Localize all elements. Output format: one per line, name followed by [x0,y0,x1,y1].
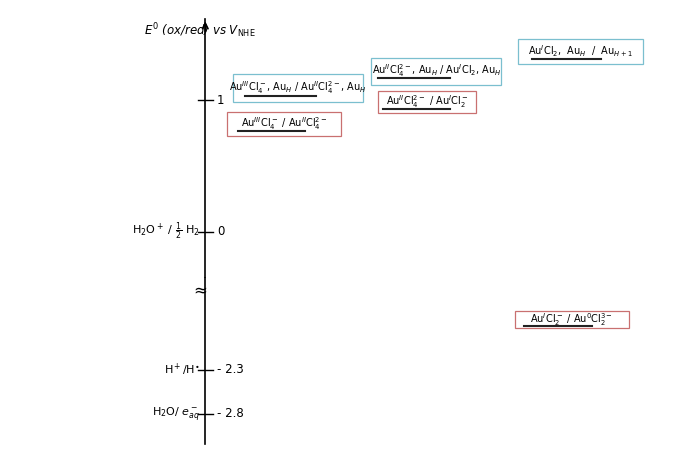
Text: Au$^{\mathit{II}}$Cl$_4^{2-}$, Au$_H$ / Au$^{\mathit{I}}$Cl$_2$, Au$_H$: Au$^{\mathit{II}}$Cl$_4^{2-}$, Au$_H$ / … [372,62,501,79]
Text: Au$^{\mathit{III}}$Cl$_4^-$ / Au$^{\mathit{II}}$Cl$_4^{2-}$: Au$^{\mathit{III}}$Cl$_4^-$ / Au$^{\math… [240,115,327,131]
Text: - 2.8: - 2.8 [217,407,244,420]
FancyBboxPatch shape [515,311,629,328]
Text: Au$^{\mathit{III}}$Cl$_4^-$, Au$_H$ / Au$^{\mathit{II}}$Cl$_4^{2-}$, Au$_H$: Au$^{\mathit{III}}$Cl$_4^-$, Au$_H$ / Au… [229,79,367,96]
Text: H$_2$O$^+$ / $\frac{1}{2}$ H$_2$: H$_2$O$^+$ / $\frac{1}{2}$ H$_2$ [132,221,200,243]
FancyBboxPatch shape [371,58,501,85]
Text: 0: 0 [217,225,224,238]
Text: - 2.3: - 2.3 [217,363,244,376]
Text: Au$^{\mathit{I}}$Cl$_2$,  Au$_H$  /  Au$_{H+1}$: Au$^{\mathit{I}}$Cl$_2$, Au$_H$ / Au$_{H… [528,43,633,58]
Text: H$_2$O/ $e^-_{aq}$: H$_2$O/ $e^-_{aq}$ [152,405,200,423]
FancyBboxPatch shape [518,39,643,63]
Text: H$^+$/H$^{\bullet}$: H$^+$/H$^{\bullet}$ [164,362,200,378]
Text: Au$^{\mathit{II}}$Cl$_4^{2-}$ / Au$^{\mathit{I}}$Cl$_2^-$: Au$^{\mathit{II}}$Cl$_4^{2-}$ / Au$^{\ma… [386,93,469,110]
Text: $E^{0}$ (ox/red) $vs$ V$_{\mathrm{NHE}}$: $E^{0}$ (ox/red) $vs$ V$_{\mathrm{NHE}}$ [144,21,256,40]
FancyBboxPatch shape [378,91,477,113]
Text: 1: 1 [217,94,225,106]
FancyBboxPatch shape [233,74,363,102]
FancyBboxPatch shape [227,112,341,136]
Text: Au$^{\mathit{I}}$Cl$_2^-$ / Au$^{0}$Cl$_2^{3-}$: Au$^{\mathit{I}}$Cl$_2^-$ / Au$^{0}$Cl$_… [530,311,613,328]
Text: $\approx$: $\approx$ [190,281,207,298]
